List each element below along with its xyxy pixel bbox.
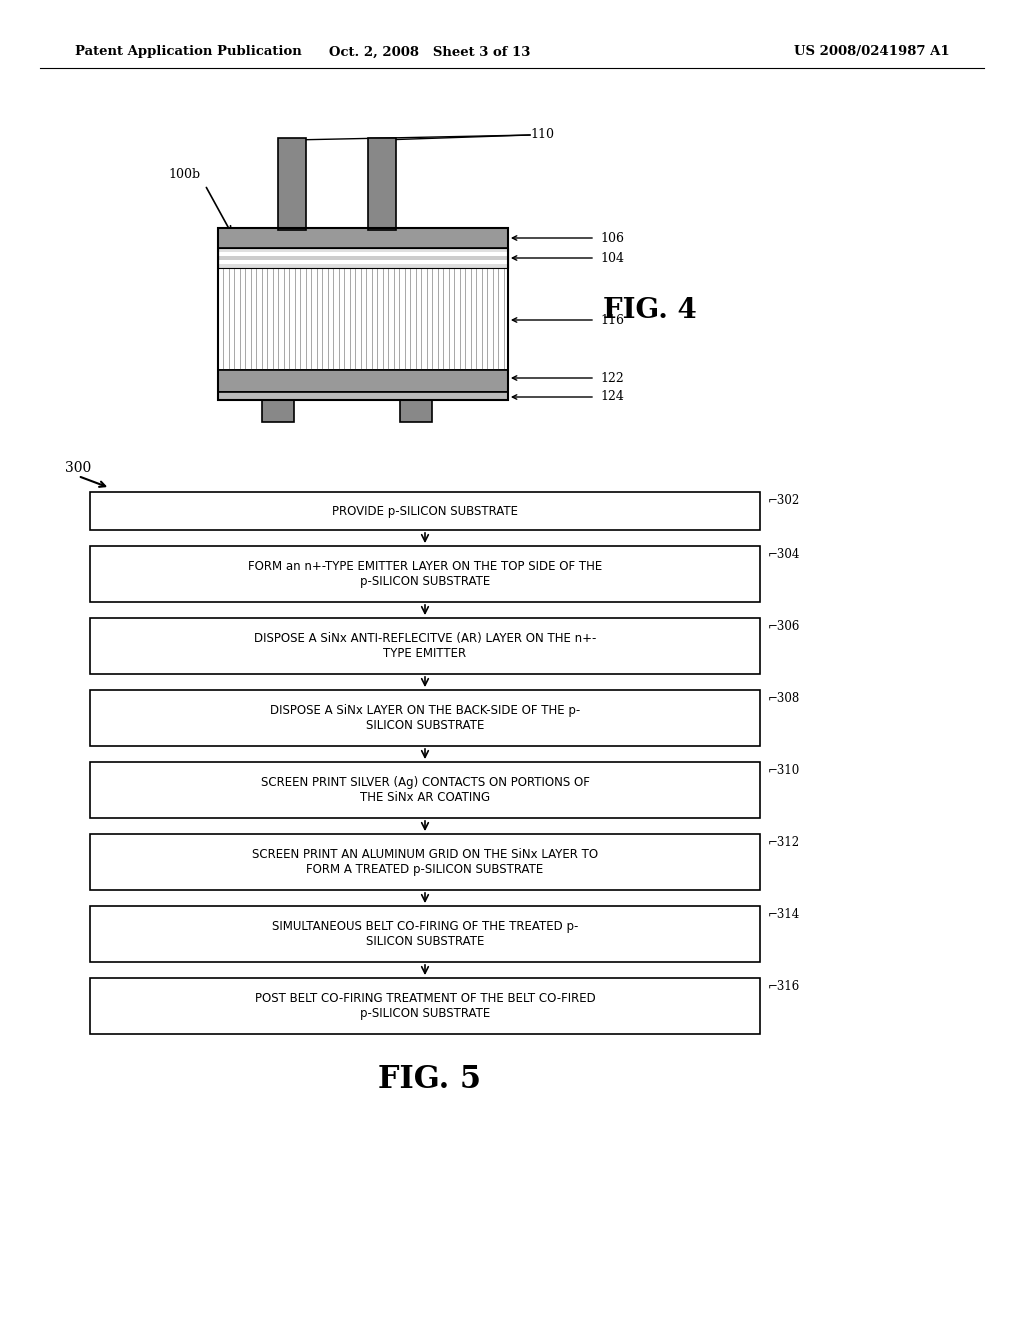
Text: POST BELT CO-FIRING TREATMENT OF THE BELT CO-FIRED
p-SILICON SUBSTRATE: POST BELT CO-FIRING TREATMENT OF THE BEL… — [255, 993, 595, 1020]
Bar — [90, 690, 760, 746]
Bar — [90, 762, 760, 818]
Bar — [90, 618, 760, 675]
Text: 124: 124 — [600, 391, 624, 404]
Bar — [90, 906, 760, 962]
Bar — [262, 400, 294, 422]
Bar — [218, 256, 508, 260]
Text: 300: 300 — [65, 461, 91, 475]
Bar — [218, 268, 508, 370]
Text: ⌐308: ⌐308 — [768, 692, 800, 705]
Bar — [278, 139, 306, 230]
Text: Patent Application Publication: Patent Application Publication — [75, 45, 302, 58]
Bar — [400, 400, 432, 422]
Text: DISPOSE A SiNx ANTI-REFLECITVE (AR) LAYER ON THE n+-
TYPE EMITTER: DISPOSE A SiNx ANTI-REFLECITVE (AR) LAYE… — [254, 632, 596, 660]
Text: ⌐302: ⌐302 — [768, 494, 800, 507]
Bar — [90, 978, 760, 1034]
Bar — [218, 228, 508, 248]
Text: ⌐316: ⌐316 — [768, 979, 800, 993]
Text: SIMULTANEOUS BELT CO-FIRING OF THE TREATED p-
SILICON SUBSTRATE: SIMULTANEOUS BELT CO-FIRING OF THE TREAT… — [271, 920, 579, 948]
Bar — [368, 139, 396, 230]
Text: Oct. 2, 2008   Sheet 3 of 13: Oct. 2, 2008 Sheet 3 of 13 — [330, 45, 530, 58]
Text: FORM an n+-TYPE EMITTER LAYER ON THE TOP SIDE OF THE
p-SILICON SUBSTRATE: FORM an n+-TYPE EMITTER LAYER ON THE TOP… — [248, 560, 602, 587]
Text: PROVIDE p-SILICON SUBSTRATE: PROVIDE p-SILICON SUBSTRATE — [332, 504, 518, 517]
Bar — [90, 492, 760, 531]
Text: ⌐312: ⌐312 — [768, 836, 800, 849]
Text: 116: 116 — [600, 314, 624, 326]
Text: 106: 106 — [600, 231, 624, 244]
Text: FIG. 5: FIG. 5 — [379, 1064, 481, 1094]
Bar — [90, 834, 760, 890]
Text: 122: 122 — [600, 371, 624, 384]
Bar — [218, 248, 508, 268]
Bar — [218, 228, 508, 400]
Text: DISPOSE A SiNx LAYER ON THE BACK-SIDE OF THE p-
SILICON SUBSTRATE: DISPOSE A SiNx LAYER ON THE BACK-SIDE OF… — [270, 704, 581, 733]
Text: 100b: 100b — [169, 169, 201, 181]
Bar — [218, 252, 508, 256]
Text: 110: 110 — [530, 128, 554, 141]
Text: SCREEN PRINT SILVER (Ag) CONTACTS ON PORTIONS OF
THE SiNx AR COATING: SCREEN PRINT SILVER (Ag) CONTACTS ON POR… — [260, 776, 590, 804]
Text: ⌐314: ⌐314 — [768, 908, 800, 921]
Bar — [90, 546, 760, 602]
Text: ⌐304: ⌐304 — [768, 548, 801, 561]
Bar — [218, 392, 508, 400]
Text: ⌐306: ⌐306 — [768, 620, 801, 634]
Text: FIG. 4: FIG. 4 — [603, 297, 697, 323]
Bar — [218, 260, 508, 264]
Text: ⌐310: ⌐310 — [768, 764, 800, 777]
Text: 104: 104 — [600, 252, 624, 264]
Bar — [218, 264, 508, 268]
Text: US 2008/0241987 A1: US 2008/0241987 A1 — [795, 45, 950, 58]
Text: SCREEN PRINT AN ALUMINUM GRID ON THE SiNx LAYER TO
FORM A TREATED p-SILICON SUBS: SCREEN PRINT AN ALUMINUM GRID ON THE SiN… — [252, 847, 598, 876]
Bar — [218, 370, 508, 392]
Bar — [218, 248, 508, 252]
